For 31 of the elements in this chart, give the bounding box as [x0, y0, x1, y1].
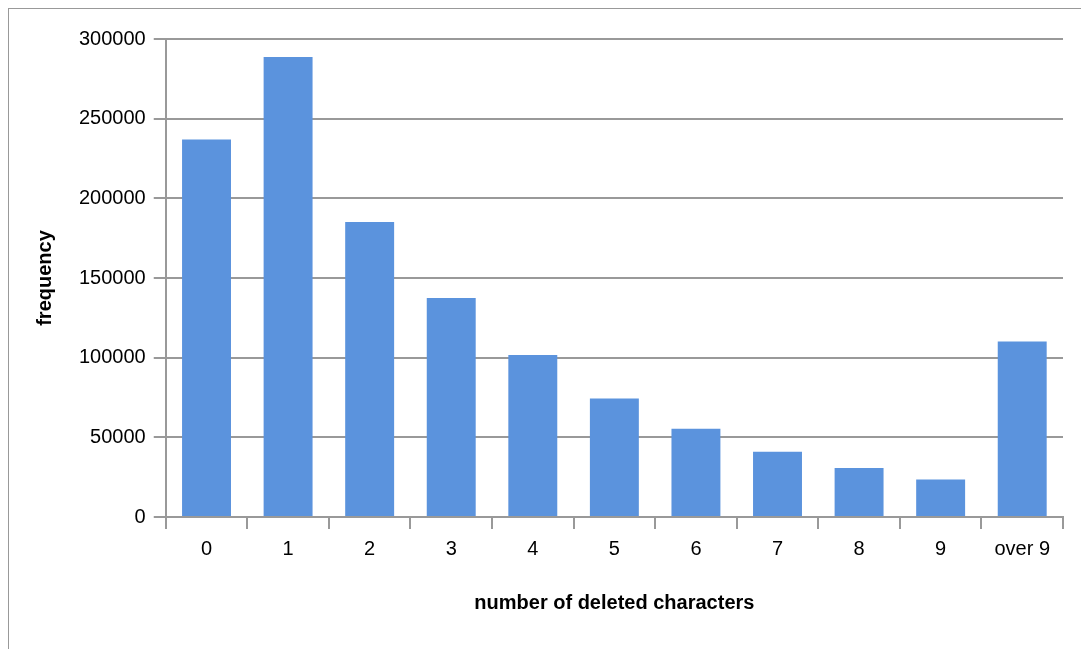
x-axis-title: number of deleted characters — [474, 590, 755, 613]
y-axis-title: frequency — [32, 229, 55, 326]
bar — [916, 479, 966, 516]
x-tick-label: over 9 — [994, 536, 1051, 559]
y-tick-label: 100000 — [78, 345, 146, 368]
bar — [589, 398, 639, 516]
x-tick-label: 0 — [200, 536, 213, 559]
x-tick-label: 7 — [771, 536, 784, 559]
x-tick-label: 3 — [445, 536, 457, 559]
y-tick-label: 300000 — [78, 26, 146, 49]
x-tick-label: 9 — [935, 536, 947, 559]
bar — [997, 341, 1047, 516]
x-tick-label: 6 — [690, 536, 702, 559]
bar — [345, 221, 395, 516]
x-tick-label: 4 — [527, 536, 539, 559]
x-tick-label: 5 — [608, 536, 620, 559]
x-tick-label: 2 — [364, 536, 376, 559]
y-tick-label: 0 — [134, 504, 146, 527]
bar — [426, 298, 476, 516]
bar — [182, 139, 231, 516]
y-tick-label: 150000 — [78, 265, 146, 288]
bar — [671, 428, 721, 516]
bar — [508, 354, 558, 516]
bar — [834, 468, 884, 516]
y-tick-label: 50000 — [90, 424, 146, 447]
x-tick-label: 1 — [282, 536, 294, 559]
y-tick-label: 200000 — [78, 185, 146, 208]
bar — [263, 57, 313, 516]
x-tick-label: 8 — [853, 536, 865, 559]
bar — [753, 451, 802, 516]
y-tick-label: 250000 — [78, 106, 146, 129]
